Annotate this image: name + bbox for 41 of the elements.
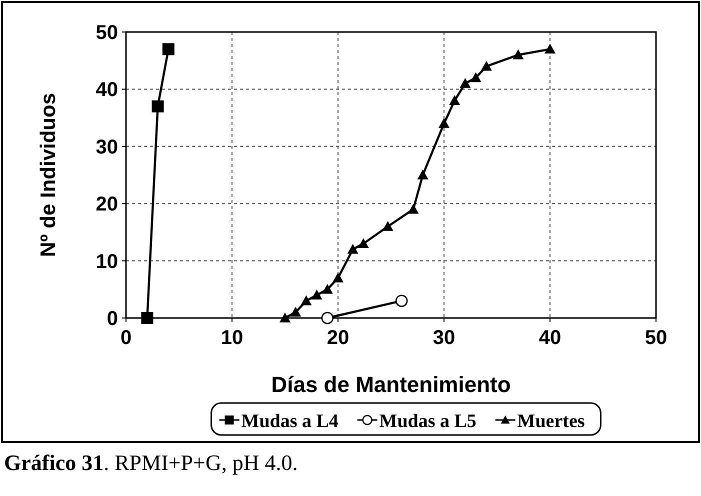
point xyxy=(438,118,450,128)
point xyxy=(480,60,492,71)
point xyxy=(382,220,394,231)
point xyxy=(280,312,290,322)
point xyxy=(460,78,471,88)
point xyxy=(347,244,358,254)
point xyxy=(300,295,312,306)
y-axis-title: Nº de Individuos xyxy=(37,92,60,258)
y-tick-label: 50 xyxy=(96,22,118,44)
point xyxy=(544,44,556,54)
point xyxy=(332,272,344,282)
text: Gráfico 31. RPMI+P+G, pH 4.0. xyxy=(4,450,298,475)
point xyxy=(162,43,174,56)
x-tick-label: 50 xyxy=(644,327,668,349)
point xyxy=(512,49,524,60)
point xyxy=(321,312,334,324)
x-tick-label: 10 xyxy=(220,327,244,349)
y-tick-label: 0 xyxy=(106,308,118,330)
x-tick-label: 20 xyxy=(326,327,350,349)
legend-label: Mudas a L4 xyxy=(241,411,339,432)
y-tick-label: 40 xyxy=(96,79,118,102)
point xyxy=(449,95,460,106)
point xyxy=(358,238,369,248)
point xyxy=(311,290,322,300)
point xyxy=(322,284,333,294)
x-tick-label: 30 xyxy=(432,327,456,349)
point xyxy=(290,306,302,317)
y-tick-label: 30 xyxy=(96,136,118,158)
point xyxy=(141,312,154,324)
point xyxy=(470,72,482,82)
y-tick-label: 20 xyxy=(96,194,118,216)
x-tick-label: 40 xyxy=(538,327,562,349)
legend-label: Mudas a L5 xyxy=(379,411,476,432)
point xyxy=(395,294,408,307)
legend-label: Muertes xyxy=(517,411,585,432)
x-tick-label: 0 xyxy=(120,327,132,349)
point xyxy=(152,100,164,112)
point xyxy=(408,204,419,214)
y-tick-label: 10 xyxy=(96,250,118,273)
x-axis-title: Días de Mantenimiento xyxy=(271,372,511,397)
point xyxy=(417,170,428,180)
